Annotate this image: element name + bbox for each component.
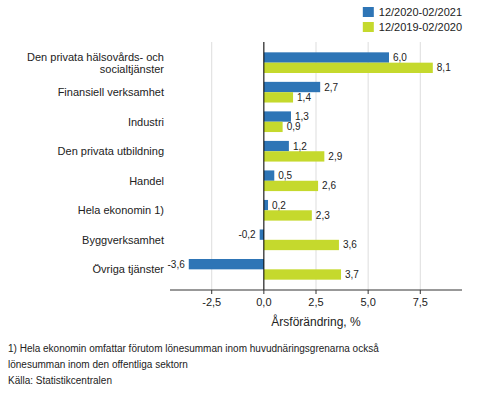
y-tick-labels: Övriga tjänster Byggverksamhet Hela ekonom… [27, 51, 164, 276]
data-label: 6,0 [393, 52, 407, 63]
bar [189, 259, 264, 269]
bar [260, 229, 264, 239]
bar [264, 269, 341, 279]
data-label: 0,5 [278, 170, 292, 181]
category-label: Industri [128, 116, 164, 128]
data-label: 0,9 [287, 121, 301, 132]
bar [264, 52, 389, 62]
data-label: -3,6 [168, 259, 186, 270]
footnote: Källa: Statistikcentralen [8, 375, 112, 386]
bar [264, 151, 324, 161]
legend: 12/2020-02/2021 12/2019-02/2020 [363, 6, 462, 33]
x-axis-label: Årsförändring, % [271, 314, 361, 329]
bar [264, 210, 312, 220]
tick-label: -2,5 [202, 296, 221, 308]
data-label: 3,6 [343, 239, 357, 250]
category-label: Hela ekonomin 1) [78, 204, 164, 216]
bar [264, 92, 293, 102]
tick-label: 5,0 [360, 296, 375, 308]
bar [264, 181, 318, 191]
tick-mark [368, 290, 369, 294]
data-label: -0,2 [238, 229, 256, 240]
bar [264, 111, 291, 121]
footnote: lönesumman inom den offentliga sektorn [8, 359, 188, 370]
data-label: 8,1 [437, 62, 451, 73]
category-label: Finansiell verksamhet [58, 86, 164, 98]
bar [264, 200, 268, 210]
x-ticks: -2,5 0,0 2,5 5,0 7,5 [202, 290, 428, 308]
bar [264, 170, 274, 180]
data-label: 2,7 [324, 82, 338, 93]
tick-label: 0,0 [256, 296, 271, 308]
category-label: Den privata hälsovårds- ochsocialtjänste… [27, 51, 164, 75]
legend-label: 12/2020-02/2021 [379, 6, 462, 18]
data-label: 1,2 [293, 141, 307, 152]
data-label: 2,9 [328, 151, 342, 162]
grid [212, 42, 421, 290]
legend-label: 12/2019-02/2020 [379, 21, 462, 33]
grid-line [368, 42, 369, 290]
tick-mark [420, 290, 421, 294]
category-label: Handel [129, 175, 164, 187]
footnote: 1) Hela ekonomin omfattar förutom lönesu… [8, 343, 379, 354]
data-label: 1,4 [297, 92, 311, 103]
category-label: Byggverksamhet [82, 234, 164, 246]
data-label: 3,7 [345, 269, 359, 280]
grid-line [211, 42, 212, 290]
grid-line [263, 42, 264, 290]
data-label: 0,2 [272, 200, 286, 211]
zero-line [263, 42, 264, 290]
bar [264, 141, 289, 151]
category-label: Övriga tjänster [92, 263, 164, 275]
data-label: 2,3 [316, 210, 330, 221]
bar [264, 240, 339, 250]
tick-label: 7,5 [413, 296, 428, 308]
data-label: 2,6 [322, 180, 336, 191]
data-labels: -3,6-0,20,20,51,21,32,76,03,73,62,32,62,… [168, 52, 452, 280]
grid-line [316, 42, 317, 290]
bars [189, 52, 433, 279]
notes: 1) Hela ekonomin omfattar förutom lönesu… [8, 343, 379, 386]
tick-mark [263, 290, 264, 294]
legend-swatch [363, 7, 374, 17]
tick-mark [316, 290, 317, 294]
grid-line [420, 42, 421, 290]
category-label: Den privata utbildning [58, 145, 164, 157]
legend-swatch [363, 22, 374, 32]
chart: -3,6-0,20,20,51,21,32,76,03,73,62,32,62,… [0, 0, 493, 416]
tick-mark [211, 290, 212, 294]
bar [264, 82, 320, 92]
bar [264, 122, 283, 132]
bar [264, 63, 433, 73]
tick-label: 2,5 [308, 296, 323, 308]
